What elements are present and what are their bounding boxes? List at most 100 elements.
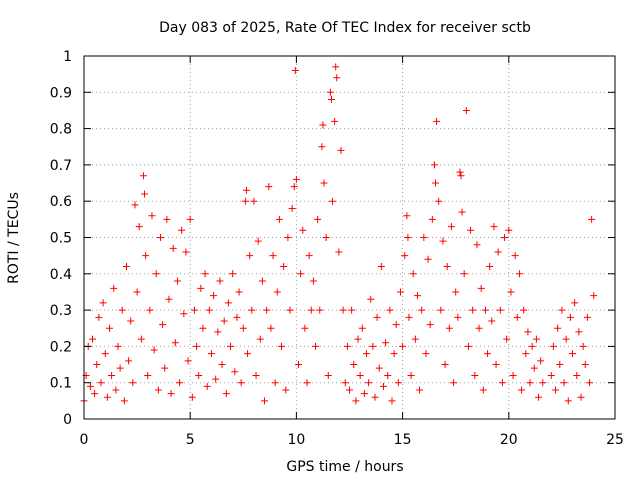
data-point (248, 306, 256, 314)
data-point (413, 292, 421, 300)
data-point (112, 386, 120, 394)
data-point (333, 74, 341, 82)
data-point (220, 317, 228, 325)
data-point (454, 313, 462, 321)
data-point (267, 324, 275, 332)
data-point (348, 306, 356, 314)
data-point (511, 252, 519, 260)
data-point (352, 397, 360, 405)
data-point (481, 306, 489, 314)
data-point (505, 226, 513, 234)
data-point (312, 342, 320, 350)
data-point (399, 342, 407, 350)
data-point (103, 393, 111, 401)
data-point (218, 361, 226, 369)
data-point (452, 288, 460, 296)
y-axis-label: ROTI / TECUs (6, 192, 22, 284)
data-point (590, 292, 598, 300)
data-point (490, 223, 498, 231)
data-point (558, 306, 566, 314)
data-point (520, 306, 528, 314)
data-point (552, 386, 560, 394)
data-point (426, 321, 434, 329)
data-point (101, 350, 109, 358)
data-point (297, 270, 305, 278)
data-point (229, 270, 237, 278)
data-point (271, 379, 279, 387)
data-point (396, 288, 404, 296)
data-point (583, 313, 591, 321)
data-point (163, 215, 171, 223)
y-tick-label: 0.4 (50, 267, 72, 283)
data-point (450, 379, 458, 387)
data-point (424, 255, 432, 263)
data-point (326, 88, 334, 96)
data-point (261, 397, 269, 405)
data-point (314, 215, 322, 223)
data-point (518, 386, 526, 394)
data-point (435, 197, 443, 205)
data-point (199, 324, 207, 332)
data-point (432, 179, 440, 187)
data-point (532, 335, 540, 343)
data-point (244, 350, 252, 358)
data-point (464, 342, 472, 350)
data-point (537, 357, 545, 365)
data-point (492, 361, 500, 369)
x-tick-label: 10 (287, 432, 305, 448)
data-point (469, 306, 477, 314)
data-point (471, 371, 479, 379)
data-point (303, 379, 311, 387)
x-tick-label: 5 (186, 432, 195, 448)
data-point (93, 361, 101, 369)
data-point (539, 379, 547, 387)
data-point (176, 379, 184, 387)
data-point (169, 244, 177, 252)
y-tick-label: 0.3 (50, 303, 72, 319)
data-point (165, 295, 173, 303)
data-point (150, 346, 158, 354)
data-point (203, 382, 211, 390)
data-point (309, 277, 317, 285)
data-point (494, 248, 502, 256)
data-point (356, 371, 364, 379)
data-point (207, 350, 215, 358)
data-point (227, 342, 235, 350)
data-point (254, 237, 262, 245)
data-point (418, 306, 426, 314)
data-point (135, 223, 143, 231)
data-point (284, 234, 292, 241)
data-point (405, 313, 413, 321)
data-point (386, 306, 394, 314)
data-point (137, 335, 145, 343)
data-point (95, 313, 103, 321)
data-point (577, 393, 585, 401)
y-tick-label: 0.5 (50, 231, 72, 247)
grid-lines (84, 56, 615, 419)
data-point (549, 342, 557, 350)
data-point (377, 263, 385, 271)
data-point (331, 117, 339, 125)
data-point (341, 379, 349, 387)
data-point (99, 299, 107, 307)
data-point (186, 215, 194, 223)
data-point (503, 335, 511, 343)
data-point (301, 324, 309, 332)
data-point (118, 306, 126, 314)
data-point (362, 350, 370, 358)
data-point (120, 397, 128, 405)
data-point (182, 248, 190, 256)
data-point (373, 313, 381, 321)
data-point (108, 371, 116, 379)
data-point (416, 386, 424, 394)
data-point (97, 379, 105, 387)
y-tick-labels: 0 0.1 0.2 0.3 0.4 0.5 0.6 0.7 0.8 0.9 1 (50, 49, 72, 428)
y-tick-label: 0.9 (50, 85, 72, 101)
data-point (122, 263, 130, 271)
data-point (205, 306, 213, 314)
data-point (252, 371, 260, 379)
data-point (530, 364, 538, 372)
data-point (562, 335, 570, 343)
data-point (275, 215, 283, 223)
